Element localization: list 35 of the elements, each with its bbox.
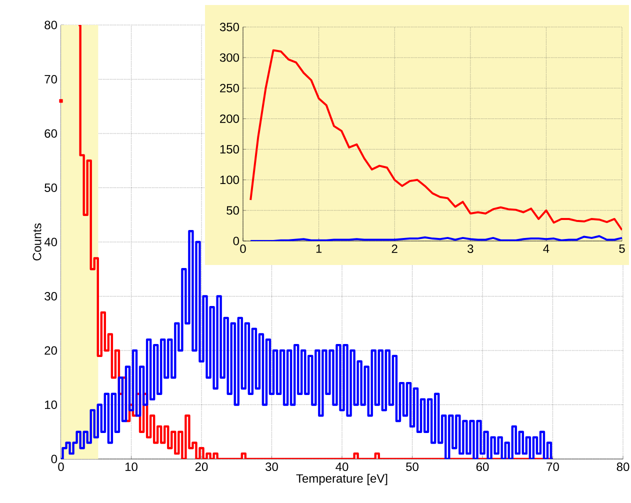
y-tick-label: 0: [233, 236, 240, 246]
x-tick-label: 2: [392, 244, 398, 253]
x-tick-label: 70: [546, 462, 559, 472]
y-tick-label: 250: [220, 84, 240, 92]
y-tick-label: 350: [220, 22, 240, 32]
x-tick-label: 80: [616, 462, 630, 472]
y-axis-title: Counts: [32, 223, 42, 260]
x-axis-title: Temperature [eV]: [296, 474, 388, 486]
y-tick-label: 10: [45, 400, 58, 409]
y-tick-label: 40: [44, 238, 58, 246]
y-tick-label: 30: [44, 292, 58, 300]
y-tick-label: 300: [220, 53, 240, 62]
x-tick-label: 60: [476, 462, 489, 472]
x-tick-label: 50: [406, 462, 418, 472]
y-tick-label: 50: [44, 184, 58, 192]
y-tick-label: 70: [44, 75, 58, 84]
y-tick-label: 100: [220, 176, 240, 184]
x-tick-label: 4: [543, 244, 550, 253]
x-tick-label: 5: [619, 244, 625, 253]
y-tick-label: 50: [226, 206, 240, 215]
y-tick-label: 20: [44, 346, 58, 355]
y-tick-label: 200: [220, 114, 240, 123]
x-tick-label: 10: [125, 462, 138, 472]
x-tick-label: 0: [240, 244, 246, 254]
line-series: [250, 49, 622, 231]
x-tick-label: 1: [316, 244, 322, 253]
x-tick-label: 0: [58, 462, 64, 472]
y-tick-label: 60: [44, 129, 58, 138]
x-tick-label: 30: [266, 462, 278, 472]
y-tick-label: 0: [51, 454, 58, 464]
x-tick-label: 20: [195, 462, 208, 472]
y-tick-label: 80: [44, 20, 58, 30]
x-tick-label: 40: [336, 462, 348, 472]
x-tick-label: 3: [468, 244, 474, 254]
y-tick-label: 150: [220, 145, 240, 154]
